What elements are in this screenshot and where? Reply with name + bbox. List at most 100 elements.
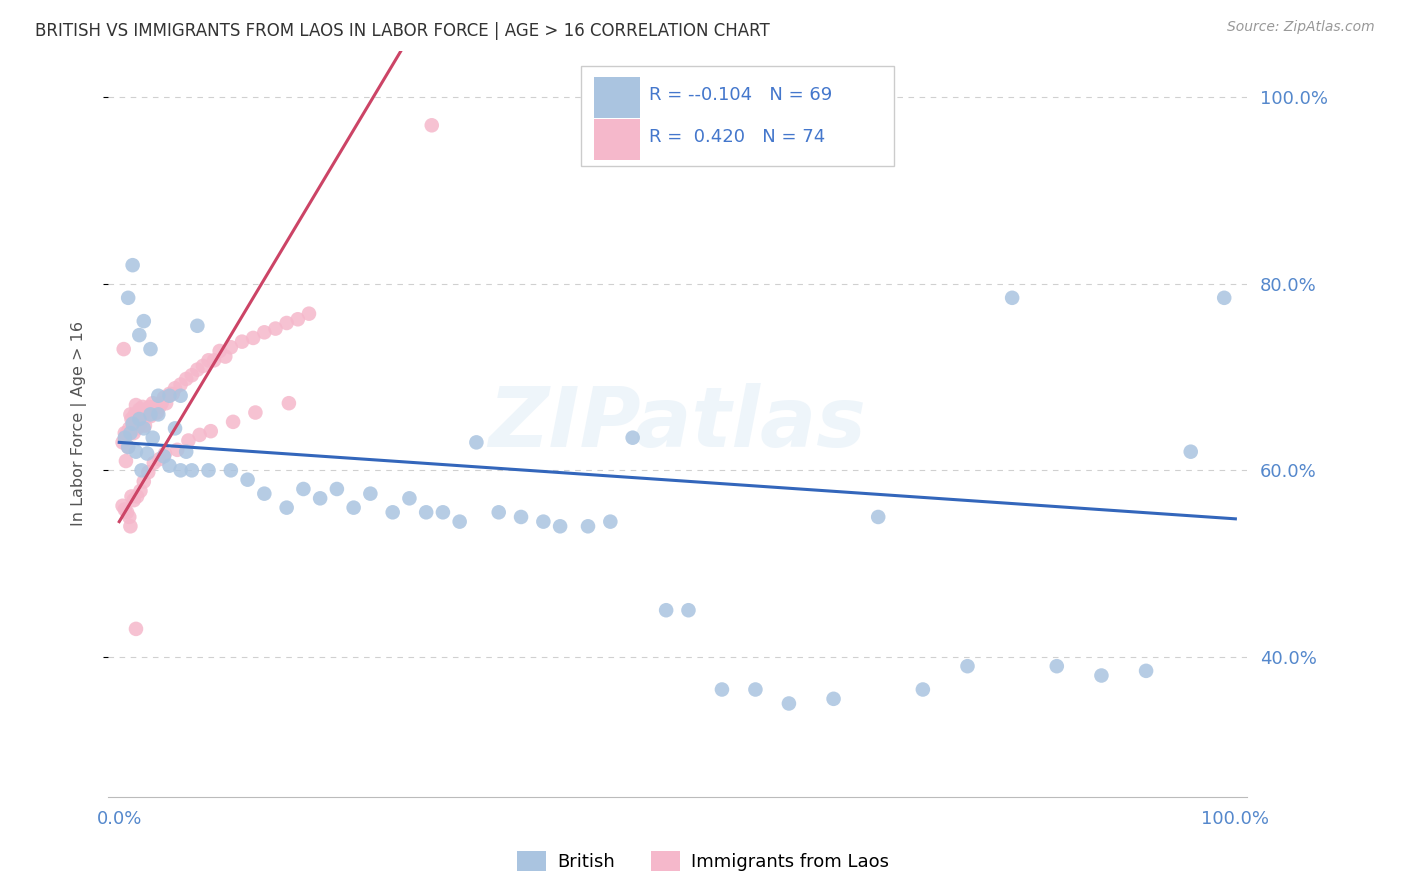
Point	[488, 505, 510, 519]
Point	[111, 435, 134, 450]
Point	[118, 421, 141, 435]
Point	[778, 697, 800, 711]
Point	[169, 389, 191, 403]
Point	[576, 519, 599, 533]
Point	[146, 405, 169, 419]
Point	[242, 331, 264, 345]
Point	[162, 387, 184, 401]
Point	[125, 398, 148, 412]
Point	[465, 435, 488, 450]
Point	[132, 408, 155, 422]
Point	[169, 463, 191, 477]
Point	[121, 490, 143, 504]
Text: ZIPatlas: ZIPatlas	[488, 384, 866, 464]
Point	[219, 463, 242, 477]
Point	[121, 421, 143, 435]
Point	[142, 396, 165, 410]
Point	[174, 444, 197, 458]
Point	[118, 510, 141, 524]
Point	[188, 428, 211, 442]
Point	[276, 316, 298, 330]
Text: BRITISH VS IMMIGRANTS FROM LAOS IN LABOR FORCE | AGE > 16 CORRELATION CHART: BRITISH VS IMMIGRANTS FROM LAOS IN LABOR…	[35, 22, 770, 40]
Point	[359, 486, 381, 500]
Point	[180, 368, 202, 383]
Point	[1180, 444, 1202, 458]
Point	[117, 291, 139, 305]
Point	[131, 402, 153, 417]
Point	[1001, 291, 1024, 305]
Point	[177, 434, 200, 448]
Point	[548, 519, 571, 533]
Point	[121, 258, 143, 272]
Point	[432, 505, 454, 519]
Text: R = --0.104   N = 69: R = --0.104 N = 69	[648, 86, 832, 103]
Point	[159, 458, 181, 473]
Point	[1090, 668, 1112, 682]
Point	[911, 682, 934, 697]
Point	[180, 463, 202, 477]
Point	[124, 408, 146, 422]
Point	[174, 372, 197, 386]
Point	[136, 465, 159, 479]
Point	[298, 307, 321, 321]
Point	[121, 412, 143, 426]
Point	[276, 500, 298, 515]
Point	[120, 519, 142, 533]
Point	[148, 408, 170, 422]
Point	[131, 463, 153, 477]
Point	[343, 500, 366, 515]
Point	[142, 431, 165, 445]
Point	[132, 421, 155, 435]
Point	[155, 396, 177, 410]
Point	[121, 417, 143, 431]
Point	[415, 505, 437, 519]
Point	[128, 328, 150, 343]
Point	[120, 425, 142, 440]
Point	[114, 431, 136, 445]
Point	[277, 396, 299, 410]
Point	[197, 463, 219, 477]
Text: Source: ZipAtlas.com: Source: ZipAtlas.com	[1227, 20, 1375, 34]
Point	[744, 682, 766, 697]
Point	[148, 400, 170, 414]
Point	[132, 314, 155, 328]
Point	[139, 342, 162, 356]
Point	[381, 505, 404, 519]
Point	[148, 389, 170, 403]
Point	[510, 510, 533, 524]
Point	[531, 515, 554, 529]
Point	[128, 412, 150, 426]
Point	[129, 483, 152, 498]
Point	[326, 482, 349, 496]
FancyBboxPatch shape	[581, 66, 894, 166]
Point	[115, 454, 138, 468]
Point	[236, 473, 259, 487]
Point	[117, 440, 139, 454]
Point	[655, 603, 678, 617]
Point	[621, 431, 644, 445]
Point	[153, 446, 176, 460]
Point	[191, 359, 214, 373]
Point	[127, 421, 149, 435]
FancyBboxPatch shape	[595, 120, 640, 161]
Point	[150, 396, 173, 410]
Text: R =  0.420   N = 74: R = 0.420 N = 74	[648, 128, 825, 145]
Point	[125, 622, 148, 636]
Point	[139, 409, 162, 424]
Point	[202, 353, 225, 368]
Point	[138, 400, 160, 414]
Point	[159, 387, 181, 401]
Point	[186, 318, 208, 333]
Point	[153, 391, 176, 405]
Point	[222, 415, 245, 429]
Point	[956, 659, 979, 673]
Point	[253, 326, 276, 340]
Point	[117, 440, 139, 454]
Point	[114, 502, 136, 516]
Point	[169, 377, 191, 392]
Point	[1046, 659, 1069, 673]
Point	[219, 340, 242, 354]
Point	[159, 389, 181, 403]
Point	[253, 486, 276, 500]
Point	[131, 400, 153, 414]
